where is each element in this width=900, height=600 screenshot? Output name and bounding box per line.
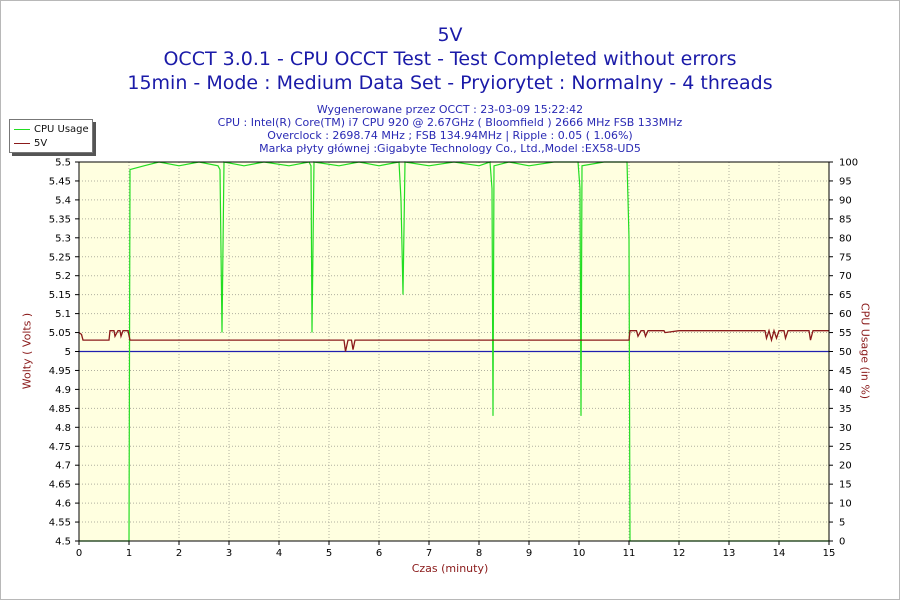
y-tick-label-left: 4.8 [55, 423, 71, 434]
x-tick-label: 15 [823, 548, 836, 559]
chart-title: 5V [437, 24, 463, 46]
x-tick-label: 7 [426, 548, 432, 559]
legend: CPU Usage 5V [9, 119, 93, 153]
y-tick-label-right: 95 [839, 176, 852, 187]
y-tick-label-left: 5.45 [49, 176, 71, 187]
legend-swatch-5v [14, 143, 30, 144]
y-tick-label-right: 5 [839, 518, 845, 529]
x-axis-label: Czas (minuty) [411, 562, 489, 575]
y-tick-label-right: 50 [839, 347, 852, 358]
x-tick-label: 2 [176, 548, 182, 559]
y-tick-label-right: 85 [839, 214, 852, 225]
y-tick-label-right: 15 [839, 480, 852, 491]
x-tick-label: 8 [476, 548, 482, 559]
y-tick-label-right: 70 [839, 271, 852, 282]
legend-label-5v: 5V [34, 138, 48, 149]
y-tick-label-left: 4.6 [55, 499, 71, 510]
y-tick-label-left: 4.55 [49, 518, 71, 529]
y-tick-label-right: 60 [839, 309, 852, 320]
x-tick-label: 12 [673, 548, 686, 559]
y-tick-label-right: 25 [839, 442, 852, 453]
y-tick-label-right: 75 [839, 252, 852, 263]
x-tick-label: 3 [226, 548, 232, 559]
y-tick-label-right: 90 [839, 195, 852, 206]
y-tick-label-left: 4.9 [55, 385, 71, 396]
y-tick-label-right: 65 [839, 290, 852, 301]
y-tick-label-left: 5.2 [55, 271, 71, 282]
info-generated: Wygenerowane przez OCCT : 23-03-09 15:22… [316, 103, 584, 116]
chart-subtitle-test: OCCT 3.0.1 - CPU OCCT Test - Test Comple… [163, 48, 737, 70]
y-tick-label-left: 5.35 [49, 214, 71, 225]
y-tick-label-right: 0 [839, 537, 845, 548]
info-cpu: CPU : Intel(R) Core(TM) i7 CPU 920 @ 2.6… [217, 116, 683, 129]
y-tick-label-left: 4.5 [55, 537, 71, 548]
y-tick-label-left: 5 [65, 347, 71, 358]
x-tick-label: 11 [623, 548, 636, 559]
y-tick-label-left: 4.65 [49, 480, 71, 491]
y-tick-label-left: 5.15 [49, 290, 71, 301]
y-tick-label-right: 45 [839, 366, 852, 377]
series-line-5v [78, 328, 829, 352]
x-tick-label: 4 [276, 548, 282, 559]
y-tick-label-left: 5.4 [55, 195, 71, 206]
y-tick-label-left: 4.75 [49, 442, 71, 453]
y-tick-label-right: 30 [839, 423, 852, 434]
legend-item-5v: 5V [14, 137, 47, 150]
y-axis-label-left: Wolty ( Volts ) [20, 312, 34, 390]
y-axis-label-right: CPU Usage (in %) [858, 302, 872, 400]
y-tick-label-left: 5.5 [55, 158, 71, 169]
x-tick-label: 13 [723, 548, 736, 559]
y-tick-label-left: 4.85 [49, 404, 71, 415]
legend-label-cpu-usage: CPU Usage [34, 124, 89, 135]
y-tick-label-right: 55 [839, 328, 852, 339]
chart-subtitle-mode: 15min - Mode : Medium Data Set - Pryiory… [127, 72, 773, 94]
x-tick-label: 6 [376, 548, 382, 559]
y-tick-label-left: 5.05 [49, 328, 71, 339]
y-tick-label-left: 5.25 [49, 252, 71, 263]
x-tick-label: 9 [526, 548, 532, 559]
y-tick-label-right: 20 [839, 461, 852, 472]
info-overclock: Overclock : 2698.74 MHz ; FSB 134.94MHz … [267, 129, 633, 142]
plot-border [78, 161, 830, 542]
y-tick-label-right: 80 [839, 233, 852, 244]
legend-swatch-cpu-usage [14, 129, 30, 130]
y-tick-label-right: 10 [839, 499, 852, 510]
y-tick-label-right: 35 [839, 404, 852, 415]
legend-item-cpu-usage: CPU Usage [14, 123, 89, 136]
y-tick-label-left: 5.1 [55, 309, 71, 320]
y-tick-label-right: 40 [839, 385, 852, 396]
y-tick-label-left: 5.3 [55, 233, 71, 244]
x-tick-label: 10 [573, 548, 586, 559]
x-tick-label: 5 [326, 548, 332, 559]
info-motherboard: Marka płyty głównej :Gigabyte Technology… [259, 142, 641, 155]
y-tick-label-right: 100 [839, 158, 858, 169]
y-tick-label-left: 4.95 [49, 366, 71, 377]
x-tick-label: 14 [773, 548, 786, 559]
x-tick-label: 1 [126, 548, 132, 559]
y-tick-label-left: 4.7 [55, 461, 71, 472]
x-tick-label: 0 [76, 548, 82, 559]
